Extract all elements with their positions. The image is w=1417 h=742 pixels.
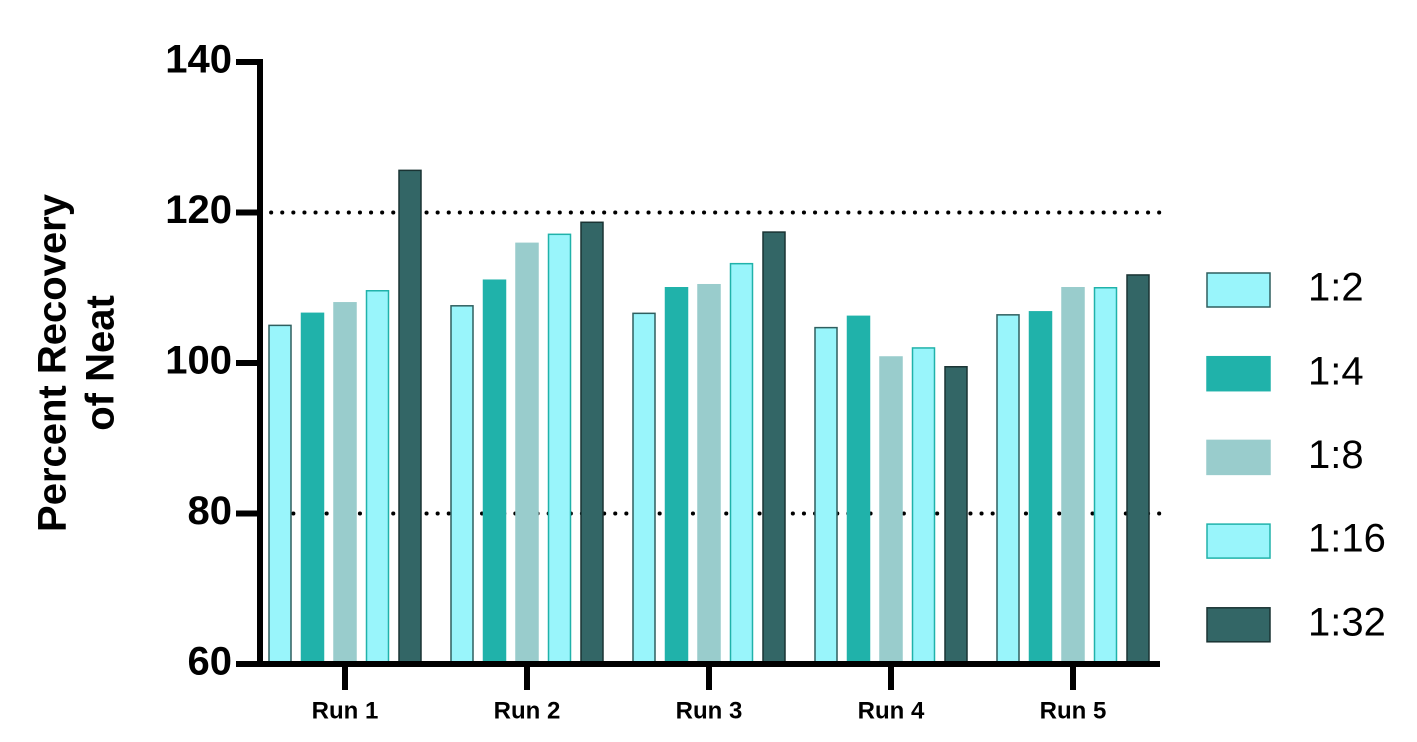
bar	[762, 231, 786, 665]
y-axis-title: Percent Recovery of Neat	[31, 193, 123, 532]
bar	[515, 242, 539, 665]
bar	[398, 169, 422, 665]
bar	[365, 290, 390, 665]
bar	[1061, 287, 1085, 665]
bar	[1028, 311, 1053, 665]
bar	[697, 283, 721, 665]
x-tick-label: Run 3	[676, 697, 743, 724]
bar	[300, 312, 325, 665]
bar	[580, 221, 604, 665]
legend-swatch	[1206, 355, 1271, 392]
y-axis-title-line: Percent Recovery	[31, 193, 75, 532]
x-tick-label: Run 5	[1040, 697, 1107, 724]
x-tick-label: Run 4	[858, 697, 925, 724]
bar	[664, 287, 689, 665]
legend-label: 1:8	[1308, 433, 1364, 477]
bar	[846, 315, 871, 665]
legend-label: 1:32	[1308, 600, 1386, 644]
legend-label: 1:16	[1308, 517, 1386, 561]
legend-swatch	[1206, 607, 1271, 643]
y-tick-label: 120	[165, 188, 232, 232]
bar	[1093, 287, 1118, 665]
legend-swatch	[1206, 439, 1271, 476]
bar	[632, 312, 656, 665]
bar	[944, 366, 968, 665]
y-tick-label: 100	[165, 339, 232, 383]
y-axis-title-line: of Neat	[79, 295, 123, 431]
bar	[450, 305, 474, 665]
y-tick-label: 140	[165, 38, 232, 82]
bar	[814, 326, 838, 665]
legend-label: 1:4	[1308, 349, 1364, 393]
bar	[482, 279, 507, 665]
bar	[729, 262, 754, 665]
x-tick-label: Run 2	[494, 697, 561, 724]
bar	[547, 233, 572, 665]
bar	[911, 347, 936, 665]
legend-swatch	[1206, 272, 1271, 308]
y-tick-label: 60	[188, 640, 233, 684]
bar	[1126, 274, 1150, 665]
bar	[879, 356, 903, 665]
x-tick-label: Run 1	[312, 697, 379, 724]
bar	[268, 324, 292, 665]
y-tick-label: 80	[188, 489, 233, 533]
bar	[996, 314, 1020, 665]
legend-label: 1:2	[1308, 266, 1364, 310]
bar	[333, 302, 357, 665]
legend-swatch	[1206, 523, 1271, 559]
